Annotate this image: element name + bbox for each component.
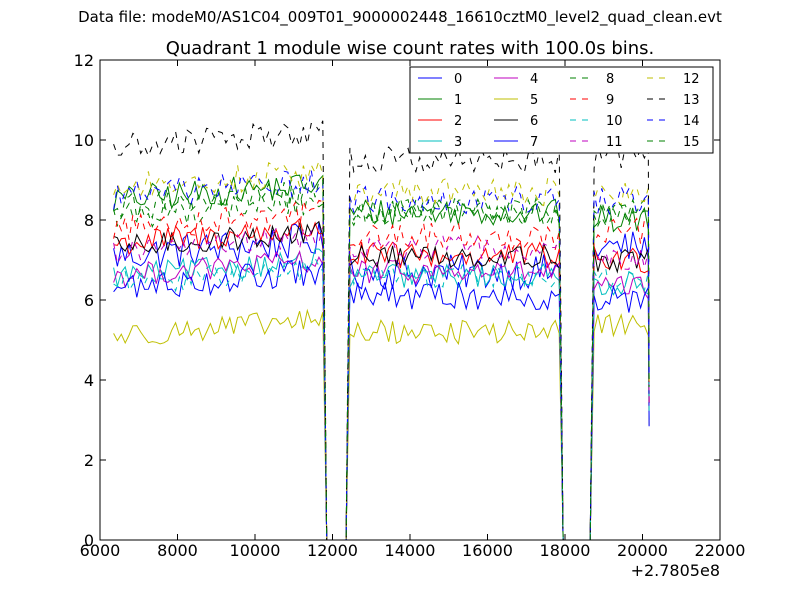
x-axis: 6000 8000 10000 12000 14000 16000 18000 20000 22…	[80, 60, 746, 560]
series-line-10	[113, 257, 650, 540]
series-line-7	[113, 259, 650, 540]
series-line-11	[113, 226, 650, 540]
series-line-6	[113, 220, 650, 540]
x-tick-label: 14000	[385, 541, 436, 560]
series-line-0	[113, 222, 650, 540]
x-tick-label: 16000	[462, 541, 513, 560]
x-tick-label: 10000	[230, 541, 281, 560]
legend-label-15: 15	[683, 135, 700, 150]
chart-title: Quadrant 1 module wise count rates with …	[166, 38, 655, 59]
legend-label-0: 0	[454, 72, 462, 87]
x-tick-label: 18000	[540, 541, 591, 560]
y-tick-label: 2	[84, 451, 94, 470]
x-tick-label: 22000	[695, 541, 746, 560]
figure-supertitle: Data file: modeM0/AS1C04_009T01_90000024…	[78, 8, 722, 26]
legend-label-8: 8	[606, 72, 614, 87]
series-line-14	[113, 170, 650, 540]
legend-label-12: 12	[683, 72, 700, 87]
x-tick-label: 8000	[157, 541, 198, 560]
legend-label-2: 2	[454, 114, 462, 129]
y-tick-label: 12	[74, 51, 94, 70]
plot-area: 6000 8000 10000 12000 14000 16000 18000 20000 22…	[74, 51, 746, 580]
x-tick-label: 12000	[307, 541, 358, 560]
x-tick-label: 20000	[617, 541, 668, 560]
x-tick-label: 6000	[80, 541, 121, 560]
y-tick-label: 0	[84, 531, 94, 550]
legend-label-1: 1	[454, 93, 462, 108]
series-line-4	[113, 249, 650, 540]
legend-label-4: 4	[530, 72, 538, 87]
legend-label-14: 14	[683, 114, 700, 129]
series-line-12	[113, 159, 650, 540]
x-axis-offset-label: +2.7805e8	[631, 561, 720, 580]
series-line-15	[113, 179, 650, 540]
y-tick-label: 4	[84, 371, 94, 390]
legend-label-5: 5	[530, 93, 538, 108]
legend-label-9: 9	[606, 93, 614, 108]
series-line-9	[113, 199, 650, 540]
y-tick-label: 10	[74, 131, 94, 150]
legend-label-11: 11	[606, 135, 623, 150]
series-line-2	[113, 217, 650, 540]
series-layer	[113, 120, 650, 540]
legend-label-10: 10	[606, 114, 623, 129]
y-tick-label: 8	[84, 211, 94, 230]
y-tick-label: 6	[84, 291, 94, 310]
legend-label-7: 7	[530, 135, 538, 150]
legend-label-3: 3	[454, 135, 462, 150]
legend-label-6: 6	[530, 114, 538, 129]
legend-box	[409, 66, 714, 154]
legend-label-13: 13	[683, 93, 700, 108]
series-line-5	[113, 308, 650, 540]
